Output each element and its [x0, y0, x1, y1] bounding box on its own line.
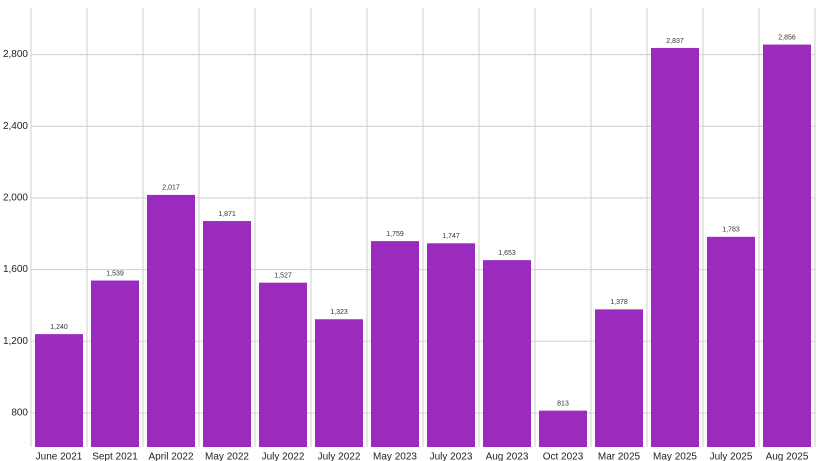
x-tick-label: Aug 2023 — [486, 452, 529, 461]
y-tick-label: 2,000 — [3, 193, 28, 204]
data-label: 2,856 — [778, 34, 796, 41]
bar — [35, 334, 83, 447]
data-label: 1,323 — [330, 309, 348, 316]
data-label: 1,539 — [106, 270, 124, 277]
data-label: 813 — [557, 400, 569, 407]
bar — [707, 236, 755, 447]
x-tick-label: Aug 2025 — [766, 452, 809, 461]
bar — [315, 319, 363, 447]
bar — [259, 282, 307, 447]
bar — [651, 47, 699, 448]
data-label: 1,747 — [442, 233, 460, 240]
x-tick-label: July 2025 — [710, 452, 753, 461]
x-tick-label: May 2023 — [373, 452, 417, 461]
x-tick-label: May 2022 — [205, 452, 249, 461]
data-label: 2,837 — [666, 38, 684, 45]
x-tick-label: Oct 2023 — [543, 452, 584, 461]
data-label: 1,240 — [50, 324, 68, 331]
data-label: 1,783 — [722, 227, 740, 234]
bar — [595, 309, 643, 447]
bar — [371, 241, 419, 447]
data-label: 1,653 — [498, 250, 516, 257]
data-label: 1,871 — [218, 211, 236, 218]
y-tick-label: 1,200 — [3, 336, 28, 347]
y-tick-label: 800 — [11, 408, 28, 419]
bar — [763, 44, 811, 448]
y-tick-label: 2,800 — [3, 49, 28, 60]
x-tick-label: Mar 2025 — [598, 452, 641, 461]
x-tick-label: July 2022 — [318, 452, 361, 461]
x-tick-label: July 2022 — [262, 452, 305, 461]
x-tick-label: June 2021 — [36, 452, 83, 461]
y-tick-label: 2,400 — [3, 121, 28, 132]
x-tick-label: Sept 2021 — [92, 452, 138, 461]
x-tick-label: July 2023 — [430, 452, 473, 461]
data-label: 2,017 — [162, 185, 180, 192]
bar — [147, 194, 195, 447]
bar — [539, 410, 587, 447]
data-label: 1,527 — [274, 273, 292, 280]
bar — [483, 260, 531, 447]
bar — [427, 243, 475, 447]
y-tick-label: 1,600 — [3, 264, 28, 275]
data-label: 1,378 — [610, 299, 628, 306]
bar — [203, 221, 251, 447]
data-label: 1,759 — [386, 231, 404, 238]
bar — [91, 280, 139, 447]
x-tick-label: April 2022 — [148, 452, 193, 461]
x-tick-label: May 2025 — [653, 452, 697, 461]
